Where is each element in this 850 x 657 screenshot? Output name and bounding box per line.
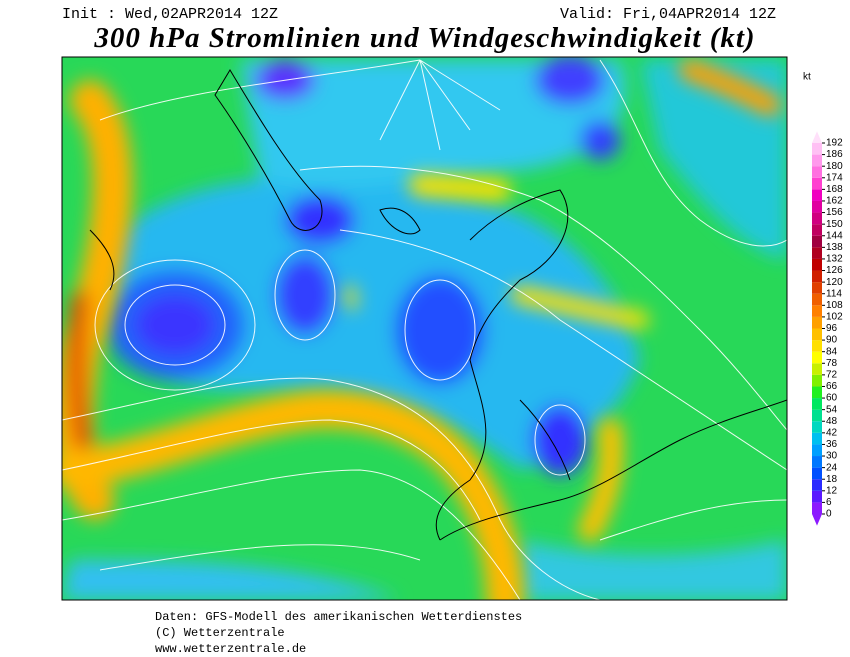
legend-swatch <box>812 374 822 387</box>
legend-swatch <box>812 409 822 422</box>
legend-label: 120 <box>826 277 843 288</box>
legend-swatch <box>812 212 822 225</box>
legend-swatch <box>812 270 822 283</box>
legend-label: 84 <box>826 346 838 357</box>
legend-label: 168 <box>826 184 843 195</box>
legend-swatch <box>812 235 822 248</box>
legend-label: 54 <box>826 404 838 415</box>
legend-label: 66 <box>826 381 838 392</box>
legend-swatch <box>812 166 822 178</box>
legend-swatch <box>812 490 822 503</box>
legend-label: 156 <box>826 207 843 218</box>
legend-swatch <box>812 502 822 514</box>
init-time: Init : Wed,02APR2014 12Z <box>62 6 278 23</box>
legend-swatch <box>812 131 822 143</box>
legend-swatch <box>812 154 822 167</box>
legend-swatch <box>812 444 822 457</box>
legend-label: 96 <box>826 323 838 334</box>
legend-label: 144 <box>826 230 843 241</box>
legend-label: 42 <box>826 427 838 438</box>
legend-swatch <box>812 189 822 201</box>
legend-swatch <box>812 467 822 480</box>
legend-swatch <box>812 421 822 433</box>
legend-label: 150 <box>826 219 843 230</box>
legend-swatch <box>812 293 822 306</box>
legend-label: 60 <box>826 393 838 404</box>
legend-swatch <box>812 258 822 271</box>
legend-label: 90 <box>826 335 838 346</box>
legend-swatch <box>812 305 822 317</box>
legend-swatch <box>812 398 822 410</box>
legend-swatch <box>812 200 822 213</box>
legend-label: 162 <box>826 196 843 207</box>
legend-label: 6 <box>826 497 832 508</box>
footer-line: www.wetterzentrale.de <box>155 642 306 656</box>
valid-time: Valid: Fri,04APR2014 12Z <box>560 6 776 23</box>
legend-swatch <box>812 282 822 294</box>
map-frame <box>61 56 788 601</box>
legend-swatch <box>812 479 822 491</box>
legend-label: 108 <box>826 300 843 311</box>
legend-swatch <box>812 363 822 375</box>
legend-label: 78 <box>826 358 838 369</box>
legend-swatch <box>812 432 822 445</box>
map-title: 300 hPa Stromlinien und Windgeschwindigk… <box>93 22 755 54</box>
legend-swatch <box>812 328 822 341</box>
legend-label: 0 <box>826 509 832 520</box>
legend-label: 72 <box>826 370 838 381</box>
color-legend: 0612182430364248546066727884909610210811… <box>812 131 843 526</box>
legend-label: 18 <box>826 474 838 485</box>
legend-swatch <box>812 177 822 190</box>
legend-swatch <box>812 316 822 329</box>
legend-label: 12 <box>826 485 838 496</box>
legend-label: 36 <box>826 439 838 450</box>
legend-swatch <box>812 143 822 155</box>
streamlines <box>62 59 787 600</box>
legend-label: 186 <box>826 149 843 160</box>
legend-swatch <box>812 351 822 364</box>
legend-label: 174 <box>826 172 843 183</box>
legend-unit: kt <box>803 72 811 83</box>
legend-swatch <box>812 386 822 399</box>
legend-label: 30 <box>826 451 838 462</box>
legend-label: 48 <box>826 416 838 427</box>
legend-swatch <box>812 514 822 526</box>
coastlines <box>89 69 787 541</box>
footer-line: Daten: GFS-Modell des amerikanischen Wet… <box>155 610 522 624</box>
wind-map <box>62 57 787 600</box>
legend-label: 180 <box>826 161 843 172</box>
legend-swatch <box>812 456 822 468</box>
legend-swatch <box>812 224 822 236</box>
legend-swatch <box>812 340 822 352</box>
legend-label: 102 <box>826 312 843 323</box>
legend-label: 192 <box>826 138 843 149</box>
legend-label: 138 <box>826 242 843 253</box>
legend-swatch <box>812 247 822 259</box>
legend-label: 24 <box>826 462 838 473</box>
legend-label: 132 <box>826 254 843 265</box>
footer-line: (C) Wetterzentrale <box>155 626 285 640</box>
legend-label: 114 <box>826 288 842 299</box>
legend-label: 126 <box>826 265 843 276</box>
